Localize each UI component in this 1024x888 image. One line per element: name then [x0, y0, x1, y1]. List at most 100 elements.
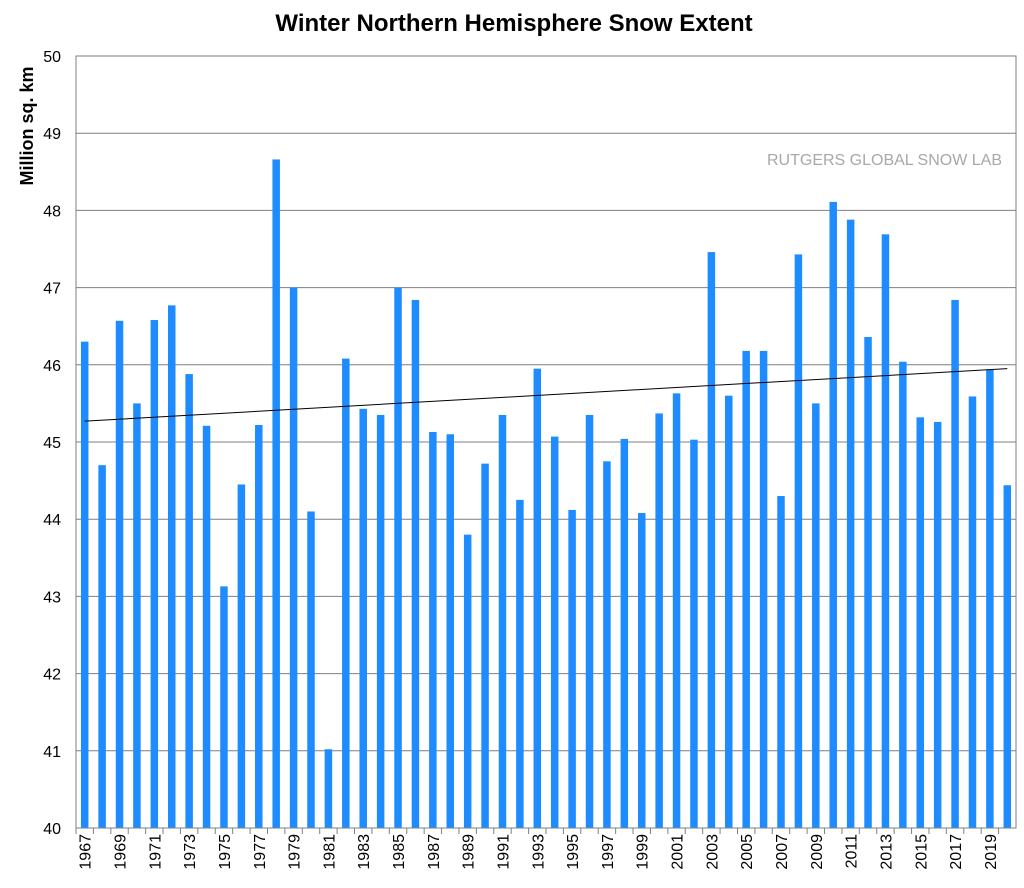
bar	[359, 408, 367, 828]
x-tick-label: 1993	[530, 834, 547, 870]
x-tick-label: 1989	[461, 834, 478, 870]
bar	[933, 421, 942, 828]
x-tick-label: 1971	[147, 834, 164, 870]
bar	[690, 439, 698, 828]
bar	[968, 396, 977, 828]
y-tick-label: 44	[43, 512, 61, 529]
bar	[272, 159, 280, 828]
bar	[185, 374, 193, 828]
bar	[899, 361, 907, 828]
bar	[394, 287, 402, 829]
bar	[550, 436, 559, 828]
plot-area-border	[75, 55, 1017, 829]
bar	[202, 425, 211, 828]
x-tick-label: 1985	[391, 834, 408, 870]
y-axis-ticks: 40 41 42 43 44 45 46 47 48 49 50	[43, 49, 61, 838]
bar	[98, 465, 106, 828]
x-tick-label: 1995	[565, 834, 582, 870]
x-tick-label: 2003	[704, 834, 721, 870]
y-tick-label: 47	[43, 281, 61, 298]
bars	[80, 159, 1012, 829]
y-axis-label: Million sq. km	[17, 66, 37, 185]
x-tick-label: 2011	[844, 834, 861, 869]
bar	[986, 369, 994, 828]
bar	[707, 252, 716, 828]
x-tick-label: 2019	[983, 834, 1000, 870]
bar	[603, 461, 611, 828]
bar	[220, 586, 228, 828]
trendline-group	[84, 368, 1008, 422]
bar	[777, 496, 785, 828]
x-tick-label: 1983	[356, 834, 373, 870]
y-tick-label: 50	[43, 49, 61, 66]
x-tick-label: 1981	[321, 834, 338, 870]
bar	[585, 414, 594, 828]
bar	[237, 484, 246, 828]
bar	[812, 403, 820, 828]
x-tick-label: 2005	[739, 834, 756, 870]
y-tick-label: 48	[43, 203, 61, 220]
bar	[150, 320, 159, 828]
bar	[80, 341, 89, 828]
bar	[637, 513, 646, 828]
bar	[463, 534, 472, 828]
bar	[742, 350, 750, 828]
chart-title: Winter Northern Hemisphere Snow Extent	[275, 10, 752, 37]
x-tick-label: 1991	[496, 834, 513, 870]
bar	[794, 254, 803, 829]
x-tick-label: 1967	[78, 834, 95, 870]
x-tick-label: 1987	[426, 834, 443, 870]
y-tick-label: 41	[43, 744, 61, 761]
bar	[289, 287, 298, 829]
watermark-text: RUTGERS GLOBAL SNOW LAB	[767, 152, 1002, 169]
x-tick-label: 1977	[252, 834, 269, 870]
bar	[533, 368, 542, 828]
y-tick-label: 43	[43, 589, 61, 606]
x-tick-label: 2015	[913, 834, 930, 870]
gridlines	[76, 132, 1016, 752]
bar	[759, 350, 768, 828]
x-tick-label: 1975	[217, 834, 234, 870]
bar	[916, 417, 925, 828]
bar	[864, 337, 872, 828]
bar	[115, 320, 124, 828]
x-axis-ticks: 1967 1969 1971 1973 1975 1977 1979 1981 1983 1985…	[75, 828, 1000, 870]
bar	[951, 299, 959, 828]
bar	[516, 499, 524, 828]
bar	[725, 395, 733, 828]
x-tick-label: 1997	[600, 834, 617, 870]
bar	[411, 299, 420, 828]
x-tick-label: 1999	[635, 834, 652, 870]
bar	[829, 201, 837, 828]
bar	[481, 463, 489, 828]
bar	[429, 431, 437, 828]
x-tick-label: 1973	[182, 834, 199, 870]
x-tick-label: 2007	[774, 834, 791, 870]
bar	[498, 414, 507, 828]
bar	[255, 425, 263, 828]
y-tick-label: 42	[43, 667, 61, 684]
plot-frame	[75, 55, 1017, 829]
bar	[133, 403, 141, 828]
y-tick-label: 40	[43, 821, 61, 838]
x-tick-label: 2009	[809, 834, 826, 870]
y-tick-label: 45	[43, 435, 61, 452]
bar	[655, 413, 663, 828]
x-tick-label: 2001	[670, 834, 687, 870]
x-tick-label: 2013	[878, 834, 895, 870]
bar	[342, 358, 350, 828]
x-tick-label: 2017	[948, 834, 965, 870]
trendline	[84, 368, 1008, 422]
bar	[846, 219, 855, 828]
x-tick-label: 1979	[287, 834, 304, 870]
y-tick-label: 49	[43, 126, 61, 143]
bar	[568, 509, 576, 828]
bar	[446, 434, 455, 828]
bar	[167, 305, 176, 829]
bar	[376, 414, 385, 828]
bar	[1003, 485, 1012, 828]
bar	[620, 438, 629, 828]
bar	[307, 511, 315, 828]
